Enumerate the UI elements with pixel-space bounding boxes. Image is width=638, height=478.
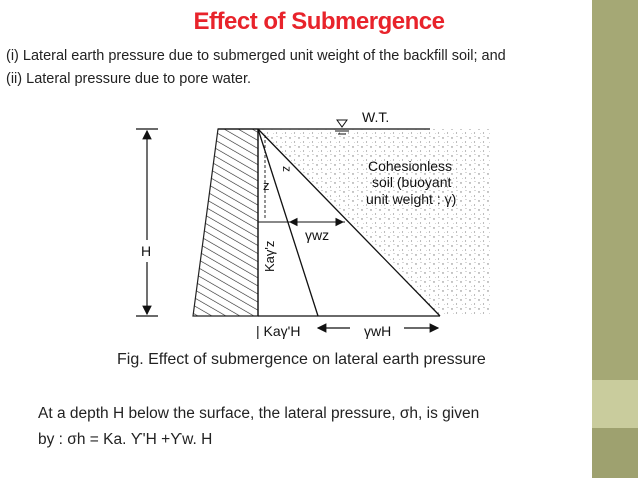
slide-sidebar-decoration: [592, 0, 638, 478]
bottom-water-pressure-label: γwH: [364, 323, 391, 339]
soil-label-line-3: unit weight : γ): [366, 191, 456, 207]
soil-label-line-1: Cohesionless: [368, 158, 452, 174]
soil-label-line-2: soil (buoyant: [372, 174, 451, 190]
depth-z-rotated-label: z: [280, 166, 294, 172]
body-line-1: At a depth H below the surface, the late…: [38, 405, 480, 422]
water-pressure-z-label: γwz: [305, 227, 329, 243]
total-pressure-line: [257, 128, 441, 317]
soil-region: [258, 129, 490, 316]
water-table-symbol: [335, 119, 349, 135]
intro-line-1: (i) Lateral earth pressure due to submer…: [6, 48, 506, 64]
bottom-submerged-pressure-label: | Kaγ'H: [256, 323, 300, 339]
figure-caption: Fig. Effect of submergence on lateral ea…: [117, 351, 486, 368]
body-line-2: by : σh = Ka. ϒ'H +ϒw. H: [38, 431, 213, 448]
slide-title: Effect of Submergence: [193, 8, 445, 35]
sidebar-stripe-middle: [592, 380, 638, 428]
sidebar-stripe-bottom: [592, 428, 638, 478]
water-table-label: W.T.: [362, 109, 389, 125]
sidebar-stripe-top: [592, 0, 638, 380]
h-dimension-label: H: [141, 243, 151, 259]
intro-line-2: (ii) Lateral pressure due to pore water.: [6, 71, 252, 87]
submerged-pressure-z-label: Kaγ'z: [262, 241, 277, 272]
retaining-wall: [192, 128, 259, 317]
depth-z-label: z: [263, 178, 270, 193]
